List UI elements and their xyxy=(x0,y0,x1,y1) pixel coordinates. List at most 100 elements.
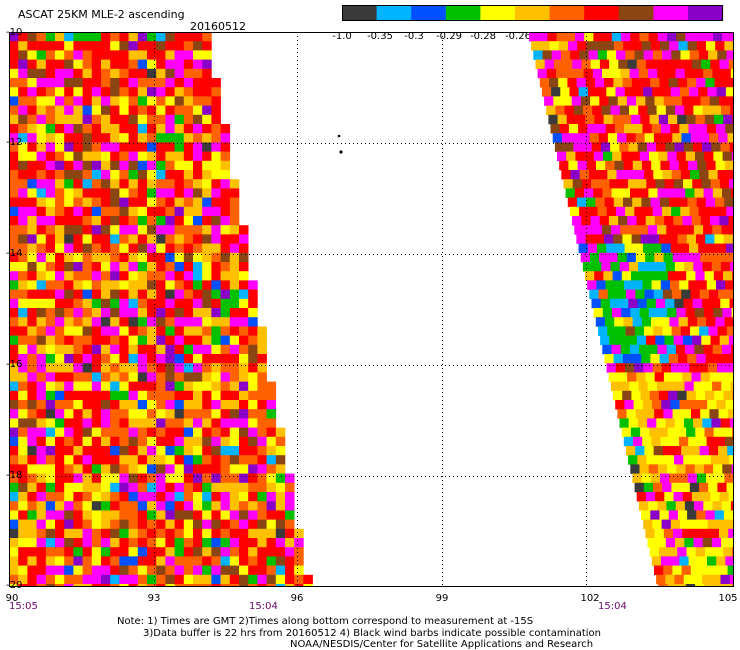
swath-cell xyxy=(174,133,185,143)
swath-cell xyxy=(137,252,148,263)
swath-cell xyxy=(257,372,267,382)
swath-cell xyxy=(584,32,594,42)
swath-cell xyxy=(82,78,93,88)
swath-cell xyxy=(656,105,667,116)
swath-cell xyxy=(702,105,713,116)
swath-cell xyxy=(137,87,148,97)
swath-cell xyxy=(137,280,148,290)
swath-cell xyxy=(629,68,640,79)
swath-cell xyxy=(174,206,185,217)
swath-cell xyxy=(45,510,56,520)
swath-cell xyxy=(91,142,102,152)
swath-cell xyxy=(239,482,249,493)
swath-cell xyxy=(18,206,28,217)
swath-cell xyxy=(248,584,258,587)
swath-cell xyxy=(652,400,662,410)
swath-cell xyxy=(560,87,570,97)
swath-cell xyxy=(703,68,713,79)
swath-cell xyxy=(64,87,74,97)
swath-cell xyxy=(691,59,702,70)
swath-cell xyxy=(644,446,654,456)
swath-cell xyxy=(631,271,641,281)
swath-cell xyxy=(582,142,592,152)
swath-cell xyxy=(303,584,313,587)
swath-cell xyxy=(27,50,37,60)
swath-cell xyxy=(45,326,56,336)
swath-cell xyxy=(699,289,710,300)
swath-cell xyxy=(27,473,37,484)
swath-cell xyxy=(64,492,74,502)
swath-cell xyxy=(45,50,56,60)
swath-cell xyxy=(110,271,120,281)
swath-cell xyxy=(664,59,674,70)
swath-cell xyxy=(110,197,120,208)
swath-cell xyxy=(689,50,700,60)
swath-cell xyxy=(9,160,19,171)
swath-cell xyxy=(717,482,727,493)
swath-cell xyxy=(257,455,267,465)
swath-cell xyxy=(147,142,157,152)
swath-cell xyxy=(91,492,102,502)
swath-cell xyxy=(645,372,655,382)
swath-cell xyxy=(593,308,604,318)
swath-cell xyxy=(165,427,175,438)
swath-cell xyxy=(248,492,258,502)
swath-cell xyxy=(257,335,267,346)
swath-cell xyxy=(119,170,129,180)
swath-cell xyxy=(119,271,129,281)
swath-cell xyxy=(714,114,724,125)
swath-cell xyxy=(55,409,65,419)
swath-cell xyxy=(679,436,689,447)
swath-cell xyxy=(653,289,664,300)
swath-cell xyxy=(634,482,645,493)
swath-cell xyxy=(607,289,618,300)
swath-cell xyxy=(73,565,83,576)
swath-cell xyxy=(9,280,19,290)
swath-cell xyxy=(193,464,203,474)
swath-cell xyxy=(692,455,702,465)
swath-cell xyxy=(64,170,74,180)
swath-cell xyxy=(641,354,651,364)
swath-cell xyxy=(698,243,708,254)
swath-cell xyxy=(174,482,185,493)
swath-cell xyxy=(82,142,93,152)
swath-cell xyxy=(156,354,166,364)
swath-cell xyxy=(18,363,28,373)
swath-cell xyxy=(701,298,712,309)
swath-cell xyxy=(638,105,648,116)
swath-cell xyxy=(708,446,719,456)
swath-cell xyxy=(640,427,650,438)
swath-cell xyxy=(147,59,157,70)
swath-cell xyxy=(672,565,682,576)
swath-cell xyxy=(634,50,644,60)
swath-cell xyxy=(685,188,695,198)
swath-cell xyxy=(699,326,709,336)
swath-cell xyxy=(73,179,83,189)
swath-cell xyxy=(624,280,634,290)
swath-cell xyxy=(101,289,111,300)
swath-cell xyxy=(174,372,185,382)
swath-cell xyxy=(653,133,664,143)
swath-cell xyxy=(713,271,724,281)
swath-cell xyxy=(128,400,139,410)
swath-cell xyxy=(574,188,585,198)
swath-cell xyxy=(91,363,102,373)
swath-cell xyxy=(183,409,194,419)
swath-cell xyxy=(128,538,139,548)
swath-cell xyxy=(686,271,696,281)
swath-cell xyxy=(36,363,47,373)
swath-cell xyxy=(606,363,617,373)
swath-cell xyxy=(722,151,733,162)
swath-cell xyxy=(704,114,715,125)
swath-cell xyxy=(211,574,221,585)
island-marks xyxy=(337,134,343,154)
swath-cell xyxy=(229,381,240,392)
swath-cell xyxy=(91,556,102,566)
swath-cell xyxy=(729,455,734,465)
swath-cell xyxy=(18,280,28,290)
swath-cell xyxy=(229,317,240,327)
swath-cell xyxy=(165,547,175,557)
swath-cell xyxy=(666,188,677,198)
swath-cell xyxy=(147,170,157,180)
swath-cell xyxy=(119,455,129,465)
